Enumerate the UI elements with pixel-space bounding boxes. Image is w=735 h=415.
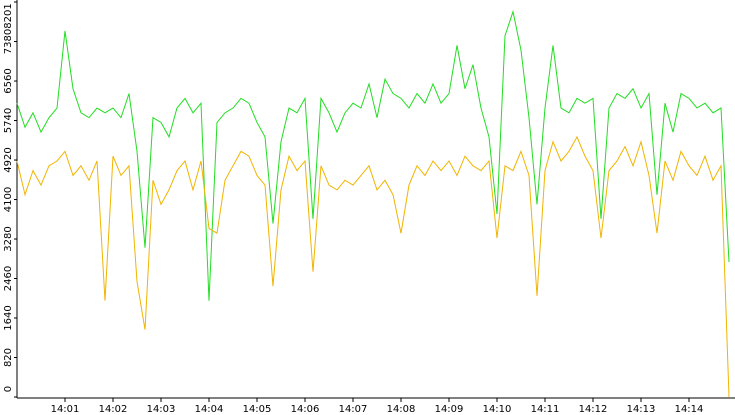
y-tick-label: 0 <box>3 386 14 392</box>
x-tick-label: 14:10 <box>483 404 512 415</box>
y-tick-label: 3280 <box>3 226 14 251</box>
x-tick-label: 14:14 <box>675 404 704 415</box>
y-tick-label: 2460 <box>3 266 14 291</box>
y-tick-label: 5740 <box>3 108 14 133</box>
series-line <box>16 135 730 398</box>
x-tick-label: 14:05 <box>243 404 272 415</box>
y-tick-label: 4920 <box>3 147 14 172</box>
x-tick-label: 14:08 <box>387 404 416 415</box>
y-tick-label: 1640 <box>3 305 14 330</box>
x-tick-label: 14:07 <box>339 404 368 415</box>
x-tick-label: 14:11 <box>531 404 560 415</box>
x-tick-label: 14:04 <box>195 404 224 415</box>
x-tick-label: 14:01 <box>51 404 80 415</box>
y-tick-label: 7380 <box>3 29 14 54</box>
y-tick-label: 820 <box>3 348 14 367</box>
x-tick-label: 14:09 <box>435 404 464 415</box>
y-tick-label: 8201 <box>3 3 14 28</box>
series-line <box>16 9 730 301</box>
x-tick-label: 14:13 <box>627 404 656 415</box>
y-tick-label: 4100 <box>3 187 14 212</box>
x-tick-label: 14:03 <box>147 404 176 415</box>
x-tick-label: 14:02 <box>99 404 128 415</box>
x-tick-label: 14:06 <box>291 404 320 415</box>
y-tick-label: 6560 <box>3 68 14 93</box>
x-tick-label: 14:12 <box>579 404 608 415</box>
